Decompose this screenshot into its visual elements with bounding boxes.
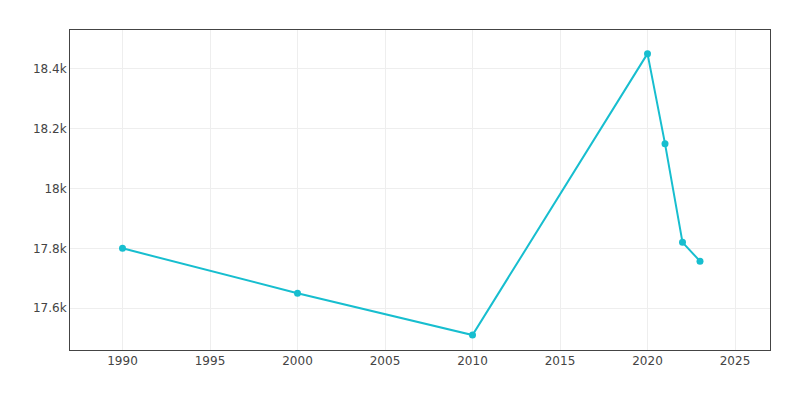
svg-text:2005: 2005 xyxy=(370,354,401,368)
svg-text:2020: 2020 xyxy=(632,354,663,368)
svg-text:1990: 1990 xyxy=(107,354,138,368)
svg-text:2010: 2010 xyxy=(457,354,488,368)
svg-text:1995: 1995 xyxy=(195,354,226,368)
svg-text:2025: 2025 xyxy=(720,354,751,368)
svg-text:18.4k: 18.4k xyxy=(33,62,67,76)
svg-text:18k: 18k xyxy=(44,182,66,196)
svg-text:18.2k: 18.2k xyxy=(33,122,67,136)
svg-text:17.6k: 17.6k xyxy=(33,301,67,315)
svg-text:17.8k: 17.8k xyxy=(33,242,67,256)
svg-text:2000: 2000 xyxy=(282,354,313,368)
svg-text:2015: 2015 xyxy=(545,354,576,368)
